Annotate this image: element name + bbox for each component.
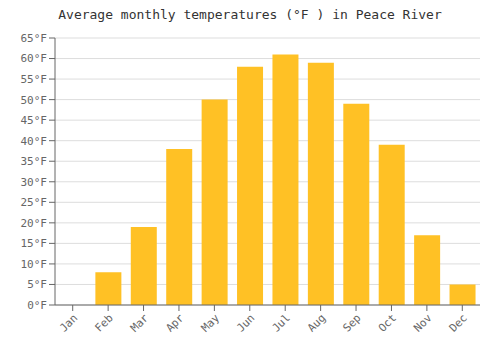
svg-text:40°F: 40°F — [21, 135, 48, 148]
svg-text:Sep: Sep — [340, 311, 363, 334]
svg-text:Oct: Oct — [376, 311, 399, 334]
svg-text:50°F: 50°F — [21, 94, 48, 107]
svg-text:May: May — [199, 311, 223, 335]
svg-text:60°F: 60°F — [21, 52, 48, 65]
svg-text:Apr: Apr — [163, 311, 187, 335]
svg-text:Aug: Aug — [305, 311, 328, 334]
svg-text:35°F: 35°F — [21, 155, 48, 168]
svg-text:30°F: 30°F — [21, 176, 48, 189]
svg-text:Nov: Nov — [411, 311, 435, 335]
svg-text:25°F: 25°F — [21, 196, 48, 209]
svg-text:10°F: 10°F — [21, 258, 48, 271]
svg-text:Mar: Mar — [128, 311, 152, 335]
svg-text:5°F: 5°F — [27, 278, 47, 291]
html-text:Average monthly temperatures (: Average monthly temperatures (°F ) in Pe… — [58, 7, 442, 22]
svg-text:55°F: 55°F — [21, 73, 48, 86]
svg-text:65°F: 65°F — [21, 32, 48, 45]
svg-text:20°F: 20°F — [21, 217, 48, 230]
svg-text:45°F: 45°F — [21, 114, 48, 127]
svg-text:Jun: Jun — [234, 311, 257, 334]
svg-text:0°F: 0°F — [27, 299, 47, 312]
svg-text:Jan: Jan — [57, 311, 80, 334]
svg-text:Jul: Jul — [270, 311, 293, 334]
svg-text:Dec: Dec — [447, 311, 470, 334]
svg-text:Feb: Feb — [93, 311, 116, 334]
svg-text:15°F: 15°F — [21, 237, 48, 250]
